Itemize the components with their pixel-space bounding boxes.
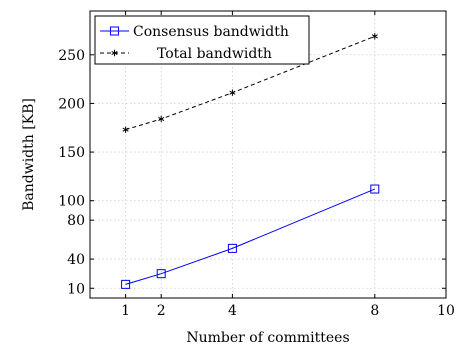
- series-line-1: [125, 35, 375, 131]
- data-point: [229, 89, 236, 96]
- x-tick-label: 2: [157, 303, 166, 319]
- data-point: [121, 279, 131, 289]
- y-axis-title: Bandwidth [KB]: [21, 98, 37, 211]
- plot-frame: [89, 10, 447, 299]
- data-point: [371, 33, 378, 40]
- y-tick-label: 250: [58, 48, 85, 64]
- y-tick-label: 150: [58, 145, 85, 161]
- legend-items: Consensus bandwidth Total bandwidth: [100, 24, 289, 62]
- y-tick-label: 100: [58, 194, 85, 210]
- x-tick-label: 4: [228, 303, 237, 319]
- data-point: [227, 243, 237, 253]
- axis-ticks: 10 40 80 100 150 200 250 1 2 4 8 10: [58, 11, 455, 319]
- data-point: [122, 126, 129, 133]
- legend: Consensus bandwidth Total bandwidth: [94, 15, 310, 65]
- y-tick-label: 10: [67, 281, 85, 297]
- x-axis-title: Number of committees: [186, 330, 349, 346]
- x-tick-label: 1: [121, 303, 130, 319]
- legend-box: [94, 15, 310, 65]
- series-layer: [121, 33, 380, 289]
- x-tick-label: 10: [437, 303, 455, 319]
- y-tick-label: 40: [67, 252, 85, 268]
- legend-label: Consensus bandwidth: [133, 24, 289, 40]
- data-point: [158, 115, 165, 123]
- series-line-0: [125, 188, 375, 285]
- data-point: [156, 269, 166, 279]
- x-tick-label: 8: [370, 303, 379, 319]
- legend-marker: [111, 49, 118, 57]
- y-tick-label: 200: [58, 96, 85, 112]
- data-point: [370, 184, 380, 194]
- legend-marker: [110, 26, 119, 36]
- grid-lines: [90, 11, 447, 298]
- legend-label: Total bandwidth: [157, 46, 272, 62]
- y-tick-label: 80: [67, 213, 85, 229]
